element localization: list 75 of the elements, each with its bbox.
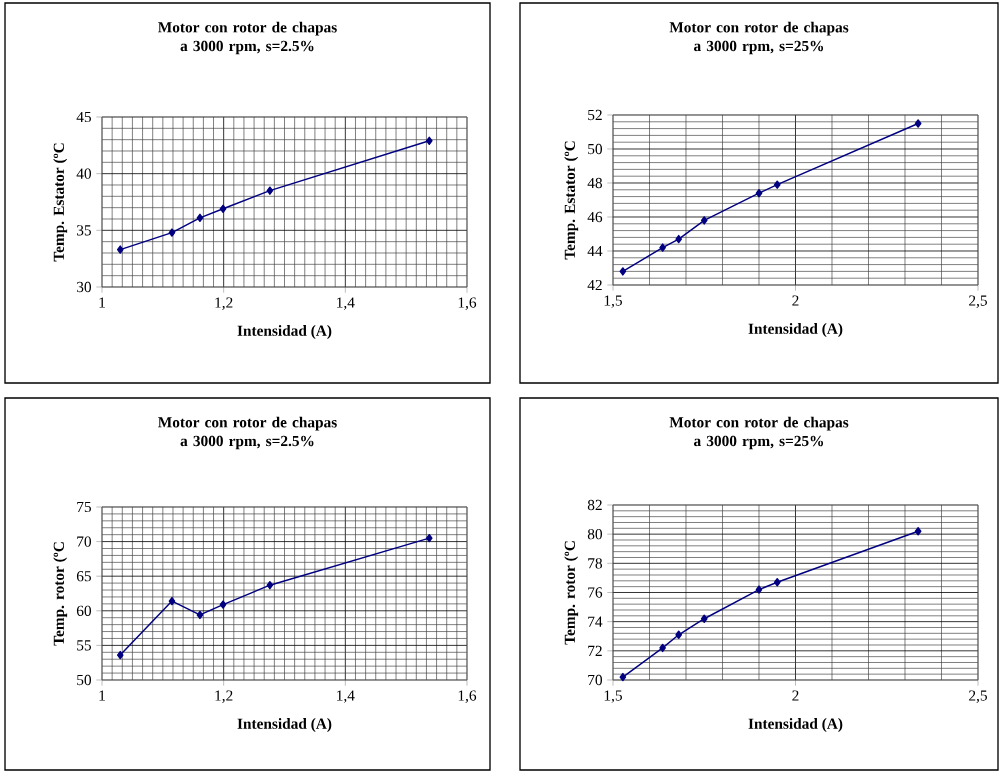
y-axis-title: Temp. rotor (ºC [53, 542, 68, 646]
point [425, 533, 433, 543]
chart-title: Motor con rotor de chapas a 3000 rpm, s=25% [669, 21, 849, 55]
y-tick-label: 52 [588, 109, 602, 121]
y-tick-label: 74 [588, 616, 603, 627]
point [196, 610, 204, 620]
point [196, 213, 204, 223]
point [914, 527, 922, 536]
y-tick-label: 48 [587, 177, 603, 189]
point [675, 234, 683, 244]
x-tick-label: 2,5 [969, 690, 987, 703]
y-tick-label: 65 [76, 571, 92, 582]
x-axis-title: Intensidad (A) [237, 325, 332, 339]
point [700, 614, 708, 623]
x-axis-title: Intensidad (A) [237, 718, 332, 732]
y-tick-label: 70 [588, 674, 603, 686]
y-tick-label: 80 [587, 528, 603, 540]
y-tick-label: 50 [588, 143, 603, 155]
x-tick-label: 1,5 [604, 690, 622, 703]
point [219, 600, 227, 609]
y-tick-label: 75 [77, 501, 92, 513]
y-tick-label: 76 [588, 587, 603, 598]
point [773, 578, 781, 587]
point [773, 180, 781, 189]
point [116, 245, 124, 254]
point [266, 580, 274, 590]
chart-title: Motor con rotor de chapas a 3000 rpm, s=2.5% [158, 21, 337, 55]
point [914, 119, 922, 128]
y-axis-title: Temp. Estator (ºC [564, 141, 579, 260]
point [659, 243, 666, 252]
x-tick-label: 2 [792, 690, 799, 701]
x-axis-title: Intensidad (A) [748, 323, 843, 337]
x-tick-label: 1,4 [337, 690, 355, 703]
y-axis-title: Temp. rotor (ºC [564, 541, 579, 645]
point [168, 228, 176, 237]
point [425, 136, 433, 145]
x-tick-label: 1 [99, 297, 105, 308]
y-tick-label: 72 [588, 645, 602, 656]
point [659, 643, 666, 653]
x-tick-label: 1 [99, 690, 105, 701]
y-tick-label: 82 [587, 499, 602, 511]
y-tick-label: 30 [77, 281, 92, 293]
chart-title: Motor con rotor de chapas a 3000 rpm, s=2.5% [158, 416, 337, 450]
point [116, 650, 124, 660]
y-tick-label: 50 [77, 674, 92, 686]
point [675, 630, 683, 639]
y-tick-label: 78 [588, 558, 603, 569]
x-tick-label: 2 [792, 295, 799, 306]
point [619, 672, 627, 682]
x-tick-label: 1,6 [458, 297, 477, 310]
point [219, 204, 227, 213]
x-tick-label: 1,4 [337, 297, 355, 310]
x-tick-label: 1,2 [215, 690, 233, 703]
chart-title: Motor con rotor de chapas a 3000 rpm, s=25% [669, 416, 849, 450]
y-tick-label: 40 [76, 168, 92, 179]
point [266, 186, 274, 195]
y-tick-label: 42 [587, 279, 602, 291]
y-tick-label: 35 [77, 225, 92, 236]
x-axis-title: Intensidad (A) [748, 718, 843, 732]
x-tick-label: 1,5 [604, 295, 622, 308]
point [755, 585, 763, 594]
y-tick-label: 70 [77, 536, 92, 547]
x-tick-label: 1,6 [458, 690, 477, 703]
x-tick-label: 2,5 [969, 295, 987, 308]
point [755, 188, 763, 198]
y-tick-label: 44 [587, 245, 603, 257]
y-tick-label: 46 [587, 211, 603, 223]
point [168, 596, 176, 606]
point [700, 216, 708, 225]
y-axis-title: Temp. Estator (ºC [53, 143, 68, 262]
x-tick-label: 1,2 [215, 297, 233, 310]
y-tick-label: 55 [77, 640, 92, 651]
point [619, 267, 627, 276]
y-tick-label: 45 [76, 111, 92, 123]
y-tick-label: 60 [76, 605, 92, 616]
